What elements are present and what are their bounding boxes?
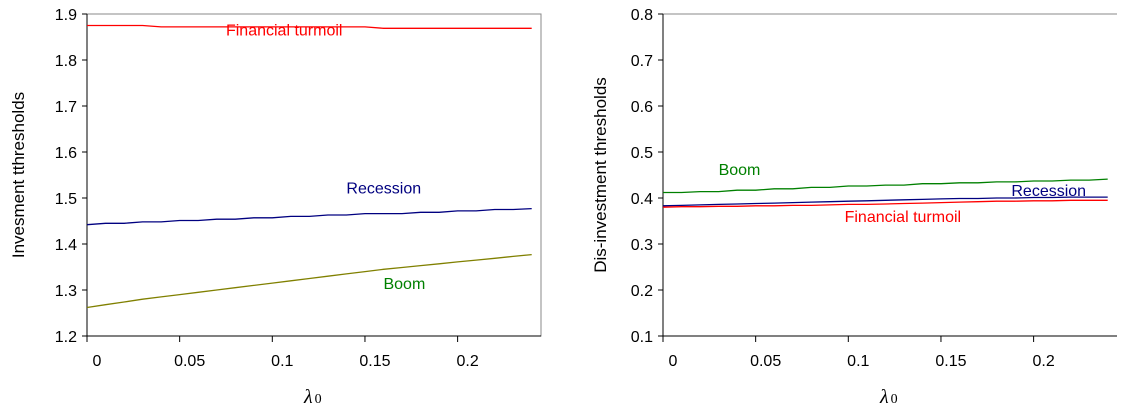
y-tick-label: 1.5 [55, 191, 77, 208]
y-tick-label: 0.8 [631, 7, 653, 24]
x-tick-label: 0.05 [174, 353, 205, 370]
x-tick-label: 0 [669, 353, 678, 370]
series-annotation: Financial turmoil [845, 209, 961, 226]
y-axis-label: Dis-investment thresholds [591, 77, 610, 273]
series-line-1 [87, 24, 532, 29]
y-tick-label: 0.4 [631, 191, 653, 208]
x-axis-label-subscript: 0 [891, 392, 898, 407]
series-annotation: Boom [383, 276, 425, 293]
x-axis-label-subscript: 0 [315, 392, 322, 407]
x-tick-label: 0.15 [359, 353, 390, 370]
series-annotation: Recession [1011, 183, 1086, 200]
chart-panel-2: 0.1 0.2 0.3 0.4 0.5 0.6 0.7 0.8 0 0.05 0.1 0.15 0.2 D… [591, 7, 1117, 408]
series-annotation: Boom [719, 162, 761, 179]
series-line-2 [86, 207, 532, 226]
y-tick-label: 0.2 [631, 283, 653, 300]
x-tick-label: 0.2 [1032, 353, 1054, 370]
y-tick-label: 0.3 [631, 237, 653, 254]
y-tick-label: 1.9 [55, 7, 77, 24]
y-tick-label: 1.7 [55, 99, 77, 116]
x-tick-label: 0 [93, 353, 102, 370]
y-tick-label: 0.1 [631, 329, 653, 346]
x-tick-label: 0.1 [847, 353, 869, 370]
x-tick-label: 0.05 [750, 353, 781, 370]
y-tick-label: 0.5 [631, 145, 653, 162]
x-tick-label: 0.1 [271, 353, 293, 370]
y-tick-label: 0.7 [631, 53, 653, 70]
series-line-3 [662, 199, 1108, 208]
y-tick-label: 1.8 [55, 53, 77, 70]
series-line-1 [663, 178, 1108, 194]
y-tick-label: 1.3 [55, 283, 77, 300]
y-tick-label: 0.6 [631, 99, 653, 116]
plot-frame [86, 13, 542, 337]
x-axis-label-symbol: λ [303, 386, 313, 408]
series-line-3 [86, 253, 532, 309]
chart-panel-1: 1.2 1.3 1.4 1.5 1.6 1.7 1.8 1.9 0 0.05 0.1 0.15 0.2 I… [9, 7, 542, 408]
y-axis-label: Invesment tthresholds [9, 92, 28, 258]
x-axis-label-symbol: λ [879, 386, 889, 408]
x-tick-label: 0.2 [456, 353, 478, 370]
y-tick-label: 1.4 [55, 237, 77, 254]
y-tick-label: 1.6 [55, 145, 77, 162]
series-annotation: Financial turmoil [226, 23, 342, 40]
x-tick-label: 0.15 [935, 353, 966, 370]
y-tick-label: 1.2 [55, 329, 77, 346]
series-line-2 [662, 196, 1108, 207]
series-annotation: Recession [346, 180, 421, 197]
